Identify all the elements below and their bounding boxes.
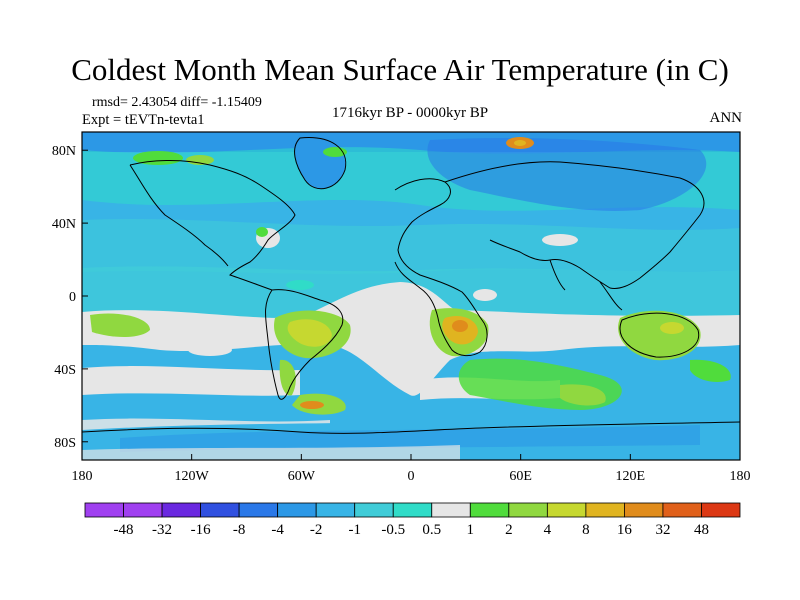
- colorbar-box: [662, 502, 702, 518]
- stats-text: rmsd= 2.43054 diff= -1.15409: [92, 95, 262, 110]
- colorbar-box: [431, 502, 471, 518]
- lon-tick-label: 120E: [616, 469, 646, 484]
- colorbar-label: -48: [114, 522, 134, 538]
- colorbar-label: -0.5: [381, 522, 405, 538]
- colorbar-box: [84, 502, 124, 518]
- colorbar-box: [624, 502, 664, 518]
- colorbar-box: [546, 502, 587, 518]
- colorbar-label: 1: [467, 522, 475, 538]
- colorbar-box: [585, 502, 625, 518]
- lon-tick-label: 180: [72, 469, 93, 484]
- lat-tick-label: 40N: [52, 217, 76, 232]
- colorbar-label: 48: [694, 522, 709, 538]
- colorbar-box: [508, 502, 548, 518]
- colorbar-box: [392, 502, 433, 518]
- lon-tick-label: 0: [408, 469, 415, 484]
- coastlines: [82, 137, 740, 434]
- lat-tick-label: 80N: [52, 144, 76, 159]
- colorbar-box: [123, 502, 163, 518]
- colorbar-label: -1: [348, 522, 361, 538]
- colorbar-label: 0.5: [422, 522, 441, 538]
- lat-tick-label: 0: [69, 290, 76, 305]
- latitude-axis: 80N 40N 0 40S 80S: [52, 144, 88, 451]
- colorbar-label: 2: [505, 522, 513, 538]
- period-label: 1716kyr BP - 0000kyr BP: [331, 105, 489, 121]
- colorbar-box: [469, 502, 510, 518]
- colorbar-label: -32: [152, 522, 172, 538]
- lon-tick-label: 60E: [509, 469, 532, 484]
- figure-title: Coldest Month Mean Surface Air Temperatu…: [71, 52, 729, 87]
- colorbar-label: -8: [233, 522, 246, 538]
- lon-tick-label: 180: [730, 469, 751, 484]
- lon-tick-label: 60W: [288, 469, 316, 484]
- colorbar-box: [315, 502, 356, 518]
- longitude-axis: 180 120W 60W 0 60E 120E 180: [72, 454, 751, 484]
- colorbar-label: 16: [617, 522, 633, 538]
- lon-tick-label: 120W: [175, 469, 210, 484]
- colorbar-box: [277, 502, 317, 518]
- season-label: ANN: [709, 110, 743, 126]
- colorbar-label: 4: [544, 522, 552, 538]
- colorbar-label: -4: [271, 522, 284, 538]
- colorbar: -48 -32 -16 -8 -4 -2 -1 -0.5 0.5 1 2 4 8 16 32 48: [84, 502, 741, 538]
- colorbar-box: [200, 502, 240, 518]
- colorbar-label: -16: [191, 522, 211, 538]
- map-field: [82, 132, 740, 460]
- colorbar-label: 32: [655, 522, 670, 538]
- colorbar-label: -2: [310, 522, 323, 538]
- colorbar-box: [701, 502, 741, 518]
- colorbar-box: [354, 502, 394, 518]
- experiment-label: Expt = tEVTn-tevta1: [82, 112, 205, 128]
- colorbar-label: 8: [582, 522, 590, 538]
- colorbar-box: [161, 502, 201, 518]
- lat-tick-label: 80S: [54, 436, 76, 451]
- colorbar-box: [238, 502, 279, 518]
- lat-tick-label: 40S: [54, 363, 76, 378]
